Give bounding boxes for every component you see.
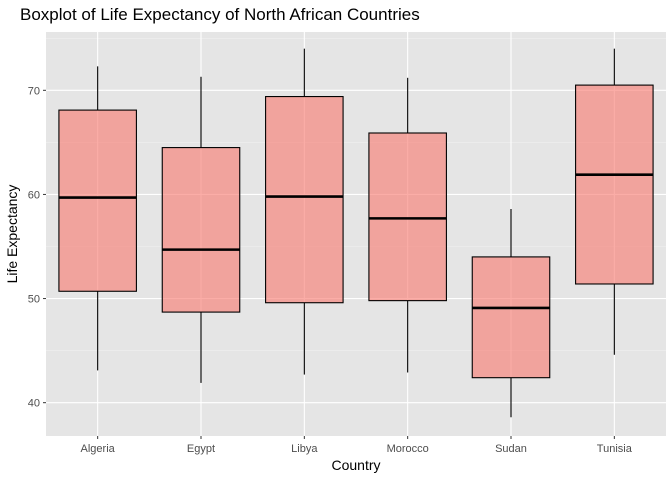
- y-axis: 40 50 60 70: [28, 85, 46, 410]
- plot-panel: [46, 32, 666, 436]
- x-tick-label: Tunisia: [597, 443, 633, 455]
- interquartile-box: [368, 132, 447, 302]
- box-libya: [265, 48, 344, 375]
- y-tick-label: 50: [28, 294, 40, 306]
- interquartile-box: [471, 256, 551, 379]
- y-tick-label: 60: [28, 189, 40, 201]
- interquartile-box: [161, 147, 241, 313]
- x-tick-label: Egypt: [187, 443, 215, 455]
- interquartile-box: [58, 109, 137, 292]
- box-algeria: [58, 66, 137, 371]
- x-tick-label: Sudan: [495, 443, 527, 455]
- boxes-layer: [58, 48, 654, 418]
- interquartile-box: [575, 84, 654, 285]
- y-tick-label: 40: [28, 398, 40, 410]
- box-sudan: [471, 209, 551, 418]
- y-axis-title: Life Expectancy: [4, 185, 20, 284]
- x-tick-label: Libya: [291, 443, 318, 455]
- y-tick-label: 70: [28, 85, 40, 97]
- x-tick-label: Algeria: [81, 443, 116, 455]
- x-axis: Algeria Egypt Libya Morocco Sudan Tunisia: [81, 436, 633, 455]
- interquartile-box: [265, 96, 344, 304]
- box-tunisia: [575, 48, 654, 355]
- x-axis-title: Country: [331, 457, 380, 473]
- chart-title: Boxplot of Life Expectancy of North Afri…: [20, 5, 420, 24]
- x-tick-label: Morocco: [387, 443, 429, 455]
- box-egypt: [161, 76, 241, 383]
- box-morocco: [368, 77, 447, 373]
- minor-gridlines: [46, 37, 666, 351]
